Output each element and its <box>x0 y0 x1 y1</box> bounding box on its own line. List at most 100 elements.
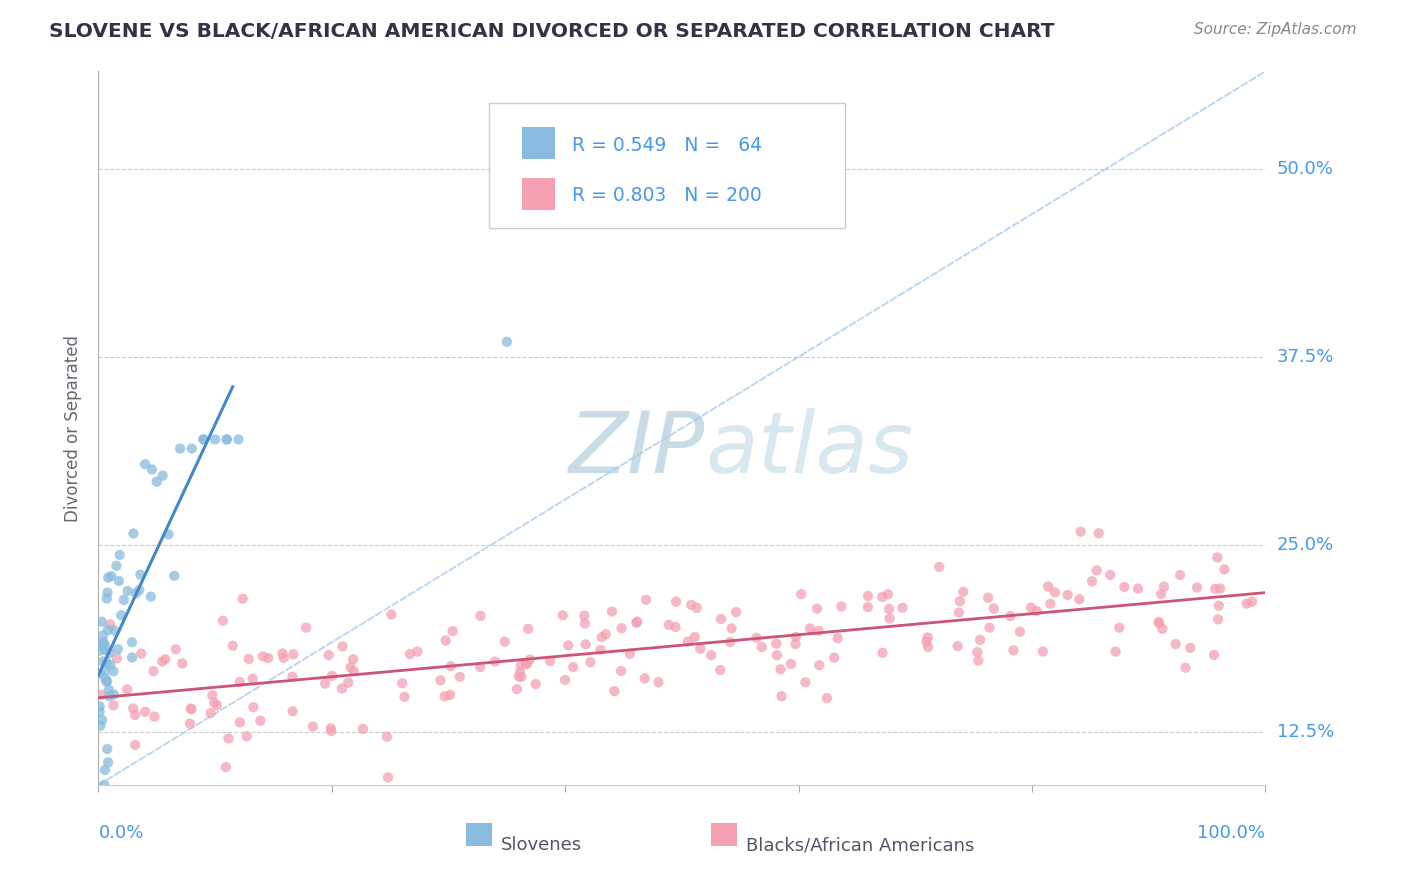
Point <box>321 723 343 738</box>
Point <box>142 664 165 678</box>
Point <box>1105 645 1128 659</box>
Point <box>1070 524 1092 539</box>
Point <box>139 590 162 604</box>
Point <box>1180 640 1202 655</box>
Point <box>720 621 742 635</box>
Text: Slovenes: Slovenes <box>501 837 582 855</box>
Point <box>619 647 641 661</box>
Point <box>515 656 537 670</box>
Point <box>1202 648 1225 662</box>
Point <box>98 617 121 632</box>
Point <box>785 637 807 651</box>
Point <box>212 614 235 628</box>
Point <box>917 640 939 654</box>
Point <box>215 433 238 447</box>
Text: atlas: atlas <box>706 408 914 491</box>
Point <box>509 658 531 673</box>
Point <box>470 608 492 623</box>
Point <box>1174 661 1197 675</box>
Point <box>769 662 792 676</box>
Point <box>96 742 118 756</box>
Point <box>122 701 145 715</box>
Point <box>96 591 118 606</box>
Point <box>948 606 970 620</box>
Point <box>1236 597 1258 611</box>
Point <box>595 627 617 641</box>
Point <box>610 664 633 678</box>
Point <box>91 713 114 727</box>
Point <box>236 729 259 743</box>
Point <box>98 689 121 703</box>
Point <box>249 714 271 728</box>
Text: 12.5%: 12.5% <box>1277 723 1334 741</box>
Point <box>89 719 111 733</box>
Point <box>574 608 596 623</box>
Point <box>96 585 118 599</box>
Point <box>683 630 706 644</box>
Point <box>121 635 143 649</box>
Point <box>283 648 305 662</box>
Point <box>97 682 120 697</box>
Point <box>90 615 112 629</box>
Point <box>121 650 143 665</box>
Text: Source: ZipAtlas.com: Source: ZipAtlas.com <box>1194 22 1357 37</box>
Point <box>128 582 150 597</box>
Point <box>823 650 845 665</box>
Point <box>780 657 803 671</box>
FancyBboxPatch shape <box>711 822 737 846</box>
Point <box>375 730 398 744</box>
Point <box>94 763 117 777</box>
Point <box>1206 612 1229 626</box>
Point <box>1147 615 1170 629</box>
Point <box>112 593 135 607</box>
Point <box>301 719 323 733</box>
FancyBboxPatch shape <box>465 822 492 846</box>
Point <box>1069 592 1091 607</box>
Point <box>1019 600 1042 615</box>
Text: Blacks/African Americans: Blacks/African Americans <box>747 837 974 855</box>
Point <box>508 669 530 683</box>
Point <box>134 705 156 719</box>
Point <box>807 624 830 638</box>
Point <box>105 558 128 573</box>
Point <box>157 527 180 541</box>
Point <box>877 602 900 616</box>
Point <box>93 635 115 649</box>
FancyBboxPatch shape <box>489 103 845 228</box>
Text: 25.0%: 25.0% <box>1277 535 1334 554</box>
Point <box>89 705 111 719</box>
Point <box>201 688 224 702</box>
Point <box>785 630 807 644</box>
Point <box>93 778 115 792</box>
Point <box>105 651 128 665</box>
Point <box>440 659 463 673</box>
Text: R = 0.803   N = 200: R = 0.803 N = 200 <box>572 186 762 205</box>
Point <box>98 646 121 660</box>
Point <box>506 682 529 697</box>
Point <box>1000 609 1022 624</box>
Text: 0.0%: 0.0% <box>98 824 143 842</box>
Point <box>658 617 681 632</box>
Point <box>124 708 146 723</box>
Point <box>725 605 748 619</box>
Point <box>1036 580 1059 594</box>
Point <box>575 637 598 651</box>
Point <box>1099 567 1122 582</box>
Point <box>321 669 343 683</box>
Point <box>205 698 228 713</box>
Point <box>1147 616 1170 631</box>
Point <box>856 589 879 603</box>
Point <box>98 657 121 672</box>
Point <box>856 600 879 615</box>
Point <box>1241 594 1264 608</box>
Point <box>538 654 561 668</box>
Point <box>94 671 117 685</box>
Point <box>1039 597 1062 611</box>
Point <box>273 651 295 665</box>
Point <box>718 635 741 649</box>
Point <box>108 548 131 562</box>
Point <box>830 599 852 614</box>
Point <box>554 673 576 687</box>
Point <box>524 677 547 691</box>
Point <box>124 738 146 752</box>
